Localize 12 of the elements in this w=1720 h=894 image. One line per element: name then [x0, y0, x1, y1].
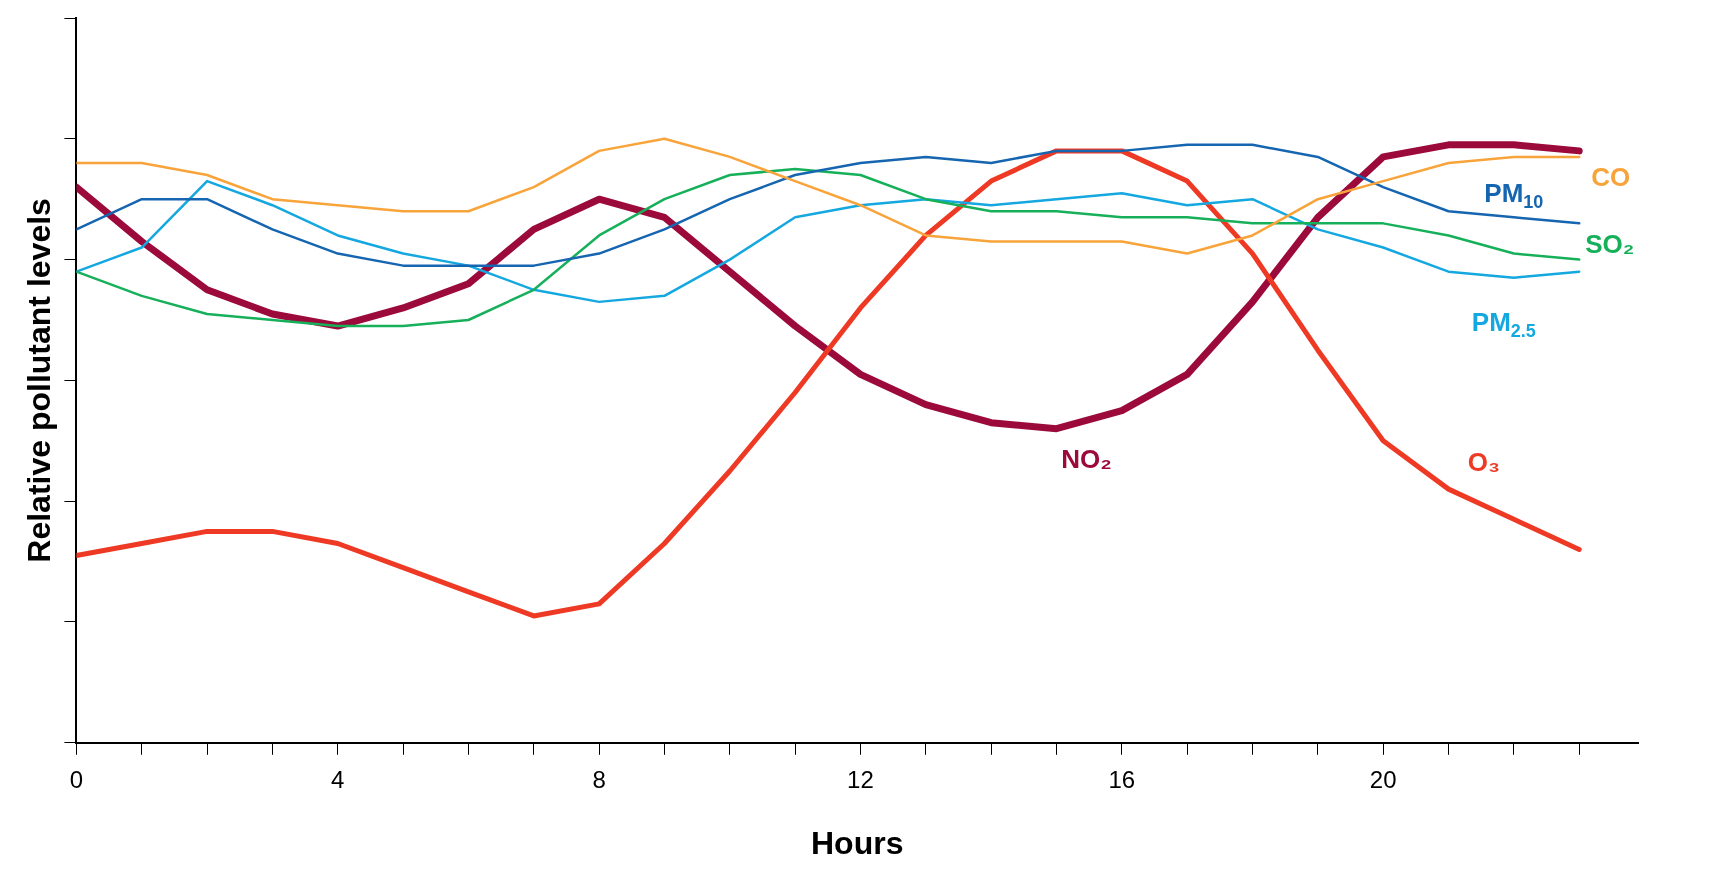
series-label: NO₂ [1061, 443, 1112, 474]
x-tick-label: 8 [592, 765, 606, 793]
x-tick-label: 16 [1108, 765, 1136, 793]
x-tick-label: 20 [1369, 765, 1397, 793]
series-label: O₃ [1467, 447, 1500, 478]
x-tick-label: 0 [69, 765, 84, 793]
x-axis-title: Hours [810, 824, 904, 861]
series-label: SO₂ [1585, 228, 1635, 259]
series-label: CO [1591, 162, 1631, 193]
x-tick-label: 4 [331, 765, 345, 793]
y-axis-title: Relative pollutant levels [21, 198, 58, 563]
x-tick-label: 12 [847, 765, 874, 793]
